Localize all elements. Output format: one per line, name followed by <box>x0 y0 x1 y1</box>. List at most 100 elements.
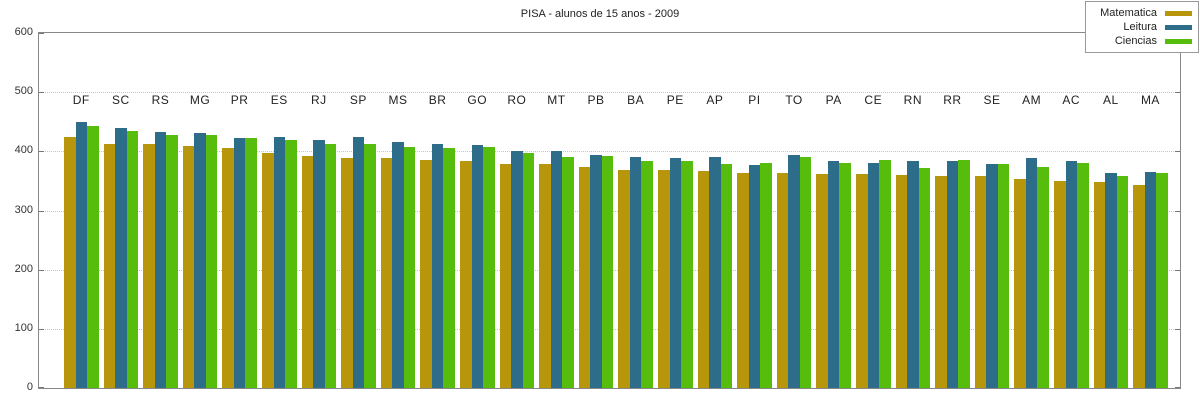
legend-swatch <box>1165 24 1192 30</box>
legend-swatch <box>1165 38 1192 44</box>
bar-pr-matematica <box>222 148 234 388</box>
category-label-to: TO <box>785 93 803 107</box>
category-label-pr: PR <box>230 93 249 107</box>
bar-ce-matematica <box>856 173 868 388</box>
bar-rn-matematica <box>895 175 908 388</box>
bar-sp-leitura <box>352 137 365 388</box>
y-tick-label: 400 <box>14 144 33 157</box>
bar-df-leitura <box>75 122 87 388</box>
y-tickmark <box>1175 387 1180 388</box>
y-tick-label: 200 <box>14 262 33 275</box>
category-label-df: DF <box>72 93 90 107</box>
bar-ac-ciencias <box>1077 163 1089 388</box>
bar-rr-leitura <box>946 160 959 388</box>
bar-br-matematica <box>420 159 432 388</box>
bar-pe-ciencias <box>681 160 693 388</box>
bar-pa-leitura <box>827 161 840 388</box>
bar-pe-matematica <box>658 170 670 388</box>
bar-pe-leitura <box>669 157 681 388</box>
legend-entry-ciencias: Ciencias <box>1100 34 1192 48</box>
bar-go-ciencias <box>483 146 495 388</box>
y-tickmark <box>39 210 44 212</box>
bar-ap-leitura <box>709 156 721 388</box>
bar-se-matematica <box>974 175 987 388</box>
bar-am-ciencias <box>1037 166 1049 388</box>
bar-es-ciencias <box>285 139 297 388</box>
bar-mg-ciencias <box>205 134 218 388</box>
bar-ma-ciencias <box>1156 172 1168 388</box>
bar-mg-matematica <box>182 146 195 388</box>
bar-ce-leitura <box>867 162 879 388</box>
bar-rr-matematica <box>935 175 947 388</box>
category-label-al: AL <box>1103 93 1119 107</box>
bar-rj-leitura <box>313 139 325 388</box>
y-tickmark <box>1175 269 1180 271</box>
bar-pa-matematica <box>816 173 828 388</box>
category-label-rn: RN <box>903 93 923 107</box>
bar-ba-leitura <box>629 157 642 388</box>
bar-sc-leitura <box>115 128 127 388</box>
bar-am-leitura <box>1025 158 1038 388</box>
y-tickmark <box>39 328 44 330</box>
legend-label: Matematica <box>1100 7 1157 19</box>
bar-es-matematica <box>262 152 274 388</box>
y-tickmark <box>39 387 44 388</box>
bar-ma-matematica <box>1133 185 1145 388</box>
bar-br-leitura <box>431 144 444 388</box>
bar-rj-matematica <box>301 156 314 388</box>
y-tickmark <box>39 269 44 271</box>
bar-ba-matematica <box>618 169 630 388</box>
bar-ms-matematica <box>380 158 393 388</box>
category-label-am: AM <box>1022 93 1042 107</box>
bar-pa-ciencias <box>839 162 851 388</box>
bar-pi-matematica <box>737 172 749 388</box>
bar-al-leitura <box>1105 172 1117 388</box>
category-label-ba: BA <box>627 93 645 107</box>
y-tickmark <box>39 33 44 34</box>
bar-sc-matematica <box>103 143 116 388</box>
bar-go-matematica <box>460 160 472 388</box>
category-label-pb: PB <box>587 93 605 107</box>
plot-area: DF SC RS MG PR ES RJ SP MS BR GO RO MT PB BA PE AP PI TO PA… <box>38 32 1181 389</box>
chart-title: PISA - alunos de 15 anos - 2009 <box>520 8 680 20</box>
category-label-go: GO <box>467 93 488 107</box>
bar-pr-ciencias <box>245 138 257 388</box>
bar-ba-ciencias <box>641 161 653 388</box>
bar-ap-ciencias <box>720 164 733 388</box>
bar-to-leitura <box>788 155 800 388</box>
bar-rs-matematica <box>143 144 155 388</box>
bar-pb-leitura <box>590 154 602 388</box>
bar-mt-ciencias <box>562 157 574 388</box>
y-tick-label: 600 <box>14 26 33 38</box>
category-label-sp: SP <box>349 93 367 107</box>
category-label-mg: MG <box>189 93 211 107</box>
category-label-ce: CE <box>864 93 883 107</box>
bar-to-matematica <box>776 173 789 388</box>
bar-rn-ciencias <box>918 167 931 388</box>
bar-pb-ciencias <box>601 156 614 388</box>
bar-rs-ciencias <box>166 134 178 388</box>
bar-pr-leitura <box>233 137 246 388</box>
bar-ap-matematica <box>697 171 710 388</box>
bar-se-ciencias <box>997 164 1010 388</box>
legend-label: Leitura <box>1123 21 1157 33</box>
category-label-es: ES <box>270 93 288 107</box>
y-tick-label: 0 <box>26 381 33 393</box>
category-label-ap: AP <box>706 93 724 107</box>
bar-mg-leitura <box>194 133 206 388</box>
bar-ac-matematica <box>1054 180 1066 388</box>
y-tick-label: 100 <box>14 321 33 334</box>
bar-mt-leitura <box>550 151 563 388</box>
y-tickmark <box>1175 210 1180 212</box>
y-tickmark <box>1175 151 1180 153</box>
bar-pb-matematica <box>578 166 591 388</box>
category-label-mt: MT <box>547 93 566 107</box>
bar-es-leitura <box>273 137 285 388</box>
legend-entry-leitura: Leitura <box>1100 20 1192 34</box>
category-label-ac: AC <box>1062 93 1081 107</box>
bar-to-ciencias <box>799 156 812 388</box>
bar-ms-ciencias <box>403 146 416 388</box>
y-tickmark <box>39 92 44 94</box>
y-tick-label: 300 <box>14 203 33 216</box>
bar-df-ciencias <box>87 126 99 388</box>
